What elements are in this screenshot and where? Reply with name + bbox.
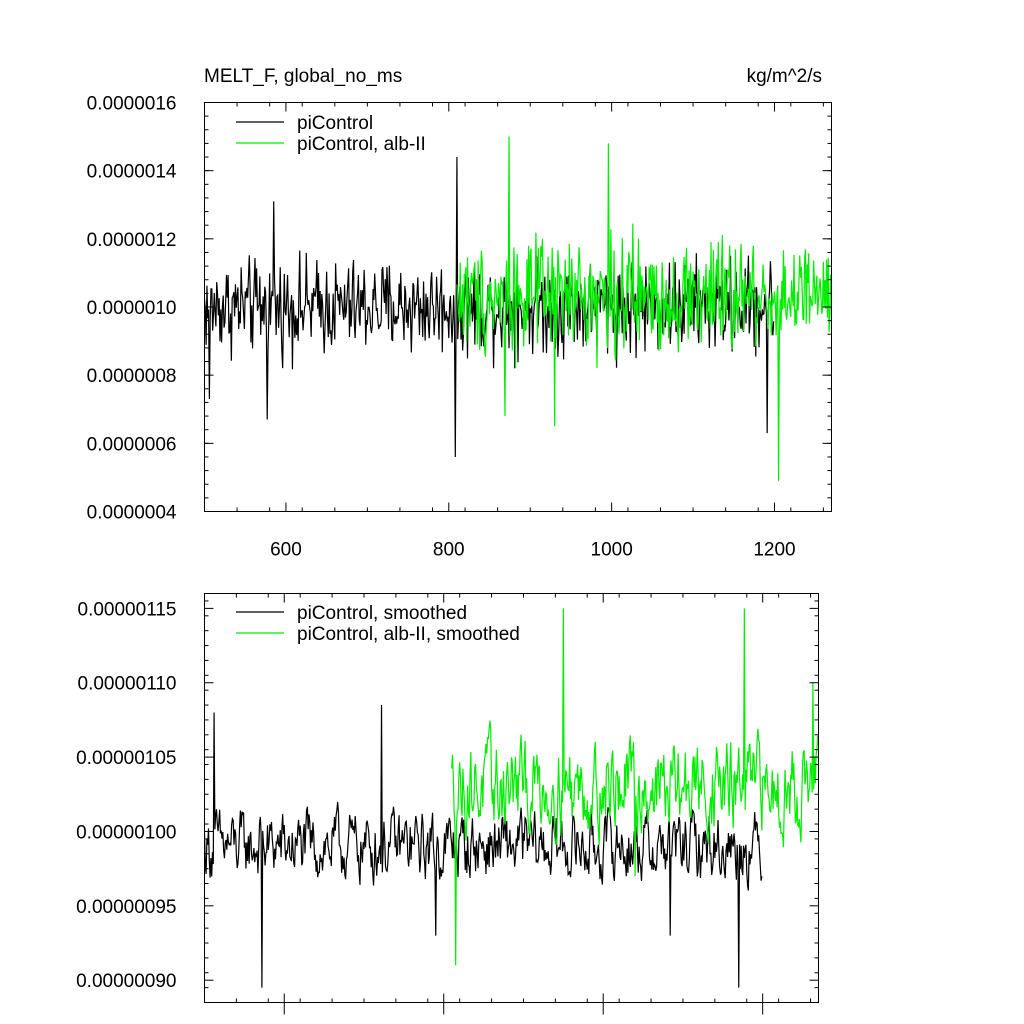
legend-label-picontrol: piControl [297, 113, 373, 134]
panel-top: MELT_F, global_no_ms kg/m^2/s 0.00000040… [87, 66, 832, 561]
ytick-label: 0.0000008 [87, 366, 177, 387]
ytick-label: 0.0000012 [87, 230, 177, 251]
ytick-label: 0.00000105 [76, 748, 176, 769]
top-plot-frame [204, 102, 832, 512]
ytick-label: 0.00000110 [78, 674, 177, 695]
top-tick-group: 0.0000004 0.0000006 0.0000008 0.0000010 0.00… [87, 94, 832, 561]
bottom-legend: piControl, smoothed piControl, alb-II, s… [236, 603, 520, 645]
xtick-label: 1200 [753, 540, 795, 561]
ytick-label: 0.00000095 [76, 897, 176, 918]
bottom-series-group [204, 608, 819, 988]
ytick-label: 0.0000010 [87, 298, 177, 319]
chart-title: MELT_F, global_no_ms [204, 66, 402, 87]
legend-label-alb-ii-smoothed: piControl, alb-II, smoothed [297, 624, 520, 645]
series-line-bottom-1 [451, 608, 819, 966]
series-line-bottom-0 [204, 705, 763, 988]
legend-label-alb-ii: piControl, alb-II [297, 134, 426, 155]
bottom-plot-frame [204, 593, 819, 1003]
ytick-label: 0.0000014 [87, 162, 177, 183]
bottom-tick-group: 0.00000090 0.00000095 0.00000100 0.00000105… [76, 593, 819, 1015]
xtick-label: 600 [270, 540, 302, 561]
ytick-label: 0.0000016 [87, 94, 177, 115]
xtick-label: 1000 [591, 540, 633, 561]
ytick-label: 0.00000090 [76, 971, 176, 992]
ytick-label: 0.00000115 [78, 599, 177, 620]
legend-label-picontrol-smoothed: piControl, smoothed [297, 603, 467, 624]
ytick-label: 0.0000006 [87, 434, 177, 455]
series-line-top-1 [456, 136, 832, 481]
chart-units: kg/m^2/s [747, 66, 822, 87]
ytick-label: 0.00000100 [76, 822, 176, 843]
xtick-label: 800 [433, 540, 465, 561]
ytick-label: 0.0000004 [87, 503, 177, 524]
top-series-group [204, 136, 832, 481]
panel-bottom: 0.00000090 0.00000095 0.00000100 0.00000105… [76, 593, 819, 1015]
top-legend: piControl piControl, alb-II [236, 113, 426, 155]
